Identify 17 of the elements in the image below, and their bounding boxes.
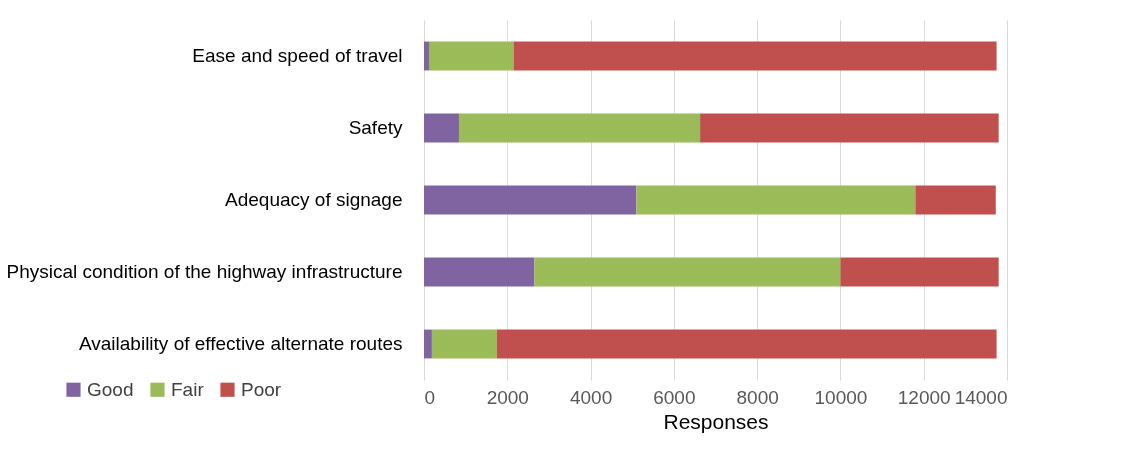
x-tick-label: 2000: [486, 386, 529, 408]
y-tick-label: Adequacy of signage: [225, 189, 403, 210]
y-tick-label: Physical condition of the highway infrastructure: [6, 261, 403, 282]
x-tick-label: 10000: [814, 386, 868, 408]
x-tick-label: 12000: [897, 386, 951, 408]
x-tick-label: 4000: [569, 386, 613, 408]
legend-label: Good: [87, 378, 134, 400]
y-tick-label: Ease and speed of travel: [192, 45, 403, 66]
legend-label: Fair: [171, 378, 205, 400]
x-tick-label: 14000: [954, 386, 1008, 408]
y-tick-label: Safety: [348, 117, 403, 138]
x-tick-label: 8000: [736, 386, 779, 408]
x-tick-label: 0: [424, 386, 436, 408]
x-axis-title: Responses: [663, 409, 769, 433]
legend-label: Poor: [241, 378, 282, 400]
y-tick-label: Availability of effective alternate routes: [78, 333, 403, 354]
x-tick-label: 6000: [653, 386, 696, 408]
